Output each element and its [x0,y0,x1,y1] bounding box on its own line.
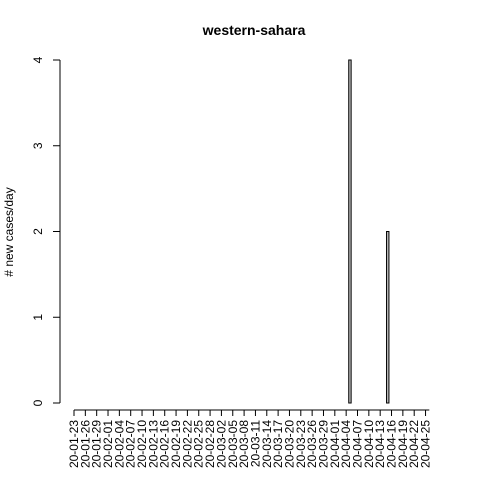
x-tick-label: 20-03-11 [248,420,262,467]
chart-title: western-sahara [202,22,306,38]
x-tick-label: 20-02-07 [124,420,138,468]
bar [348,59,352,404]
x-tick-label: 20-02-13 [146,420,160,468]
x-tick-label: 20-03-14 [260,420,274,468]
x-tick-label: 20-04-01 [328,420,342,468]
x-tick-label: 20-02-22 [180,420,194,468]
x-tick-label: 20-03-02 [214,420,228,468]
y-axis-label: # new cases/day [2,187,16,276]
x-tick-label: 20-03-05 [226,420,240,468]
y-tick-label: 1 [31,314,45,321]
x-tick-label: 20-02-01 [101,420,115,468]
x-tick-label: 20-01-23 [67,420,81,468]
x-tick-label: 20-04-25 [419,420,433,468]
x-tick-label: 20-02-19 [169,420,183,468]
y-tick-label: 3 [31,142,45,149]
x-tick-label: 20-04-16 [385,420,399,468]
x-tick-label: 20-03-29 [316,420,330,468]
x-axis: 20-01-2320-01-2620-01-2920-02-0120-02-04… [67,409,433,468]
x-tick-label: 20-03-08 [237,420,251,468]
x-tick-label: 20-04-10 [362,420,376,468]
x-tick-label: 20-03-23 [294,420,308,468]
x-tick-label: 20-04-07 [351,420,365,468]
x-tick-label: 20-03-17 [271,420,285,468]
x-tick-label: 20-04-04 [339,420,353,468]
x-tick-label: 20-03-20 [282,420,296,468]
x-tick-label: 20-02-04 [112,420,126,468]
bars [348,59,390,404]
x-tick-label: 20-01-26 [78,420,92,468]
x-tick-label: 20-02-28 [203,420,217,468]
x-tick-label: 20-04-13 [373,420,387,468]
x-tick-label: 20-02-10 [135,420,149,468]
y-tick-label: 2 [31,228,45,235]
x-tick-label: 20-02-16 [158,420,172,468]
y-tick-label: 4 [31,56,45,63]
x-tick-label: 20-02-25 [192,420,206,468]
x-tick-label: 20-03-26 [305,420,319,468]
y-tick-label: 0 [31,399,45,406]
x-tick-label: 20-01-29 [90,420,104,468]
bar [386,231,390,404]
x-tick-label: 20-04-19 [396,420,410,468]
x-tick-label: 20-04-22 [407,420,421,468]
y-axis: 0 1 2 3 4 [31,56,61,406]
